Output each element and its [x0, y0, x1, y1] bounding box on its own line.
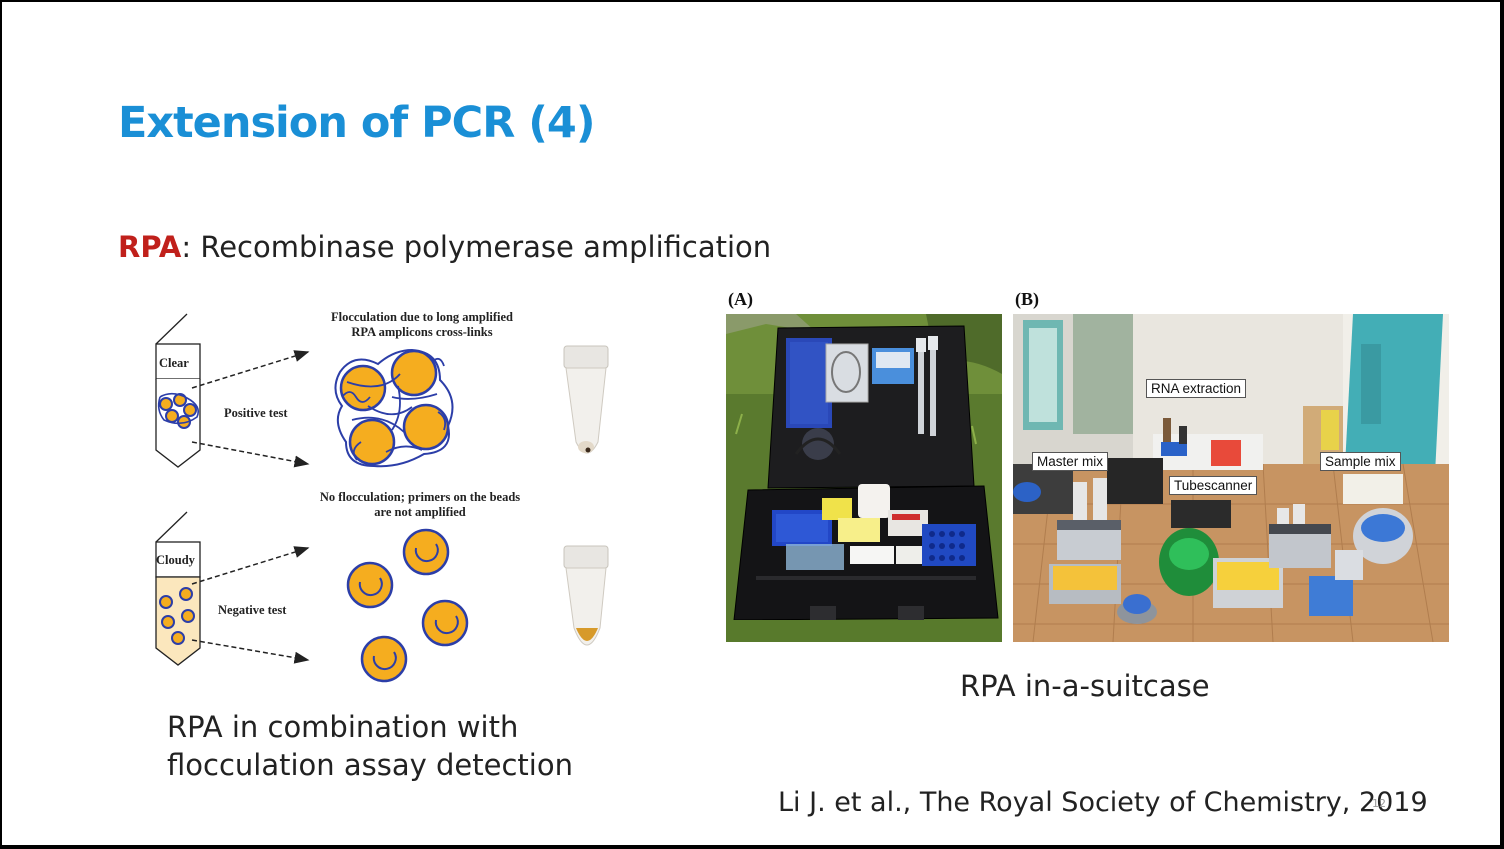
positive-test-label: Positive test	[224, 406, 288, 420]
negative-test-label: Negative test	[218, 603, 287, 617]
tube-positive	[155, 313, 201, 468]
right-caption: RPA in-a-suitcase	[960, 669, 1210, 703]
left-caption-line1: RPA in combination with	[167, 710, 519, 744]
no-flocculation-caption: No flocculation; primers on the beads ar…	[300, 490, 540, 520]
subtitle-acronym: RPA	[118, 230, 182, 264]
suitcase-photo	[726, 314, 1002, 642]
left-caption-line2: flocculation assay detection	[167, 748, 573, 782]
tube-photo-positive	[563, 345, 609, 454]
left-caption: RPA in combination with flocculation ass…	[167, 708, 573, 784]
tube-label-cloudy: Cloudy	[156, 553, 195, 567]
flocculation-caption-line2: RPA amplicons cross-links	[351, 325, 493, 339]
sample-mix-label: Sample mix	[1320, 452, 1401, 471]
flocculation-diagram	[155, 313, 609, 683]
tubescanner-label: Tubescanner	[1169, 476, 1258, 495]
flocculation-caption: Flocculation due to long amplified RPA a…	[302, 310, 542, 340]
slide-title: Extension of PCR (4)	[118, 98, 595, 148]
citation: Li J. et al., The Royal Society of Chemi…	[778, 787, 1428, 818]
page-number: 12	[1372, 797, 1386, 810]
flocculated-beads	[334, 348, 454, 468]
tube-negative	[155, 511, 201, 666]
separated-beads	[346, 528, 469, 683]
slide-subtitle: RPA: Recombinase polymerase amplificatio…	[118, 230, 771, 264]
no-flocculation-caption-line1: No flocculation; primers on the beads	[319, 490, 521, 504]
tube-photo-negative	[563, 545, 609, 646]
no-flocculation-caption-line2: are not amplified	[374, 505, 466, 519]
panel-b-label: (B)	[1015, 289, 1039, 309]
master-mix-label: Master mix	[1032, 452, 1109, 471]
tube-label-clear: Clear	[159, 356, 189, 370]
subtitle-text: : Recombinase polymerase amplification	[181, 230, 772, 264]
flocculation-caption-line1: Flocculation due to long amplified	[331, 310, 513, 324]
panel-a-label: (A)	[728, 289, 753, 309]
rna-extraction-label: RNA extraction	[1146, 379, 1247, 398]
